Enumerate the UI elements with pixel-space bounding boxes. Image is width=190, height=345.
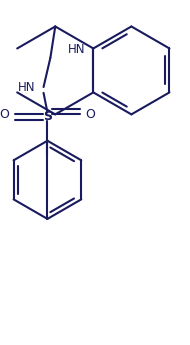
- Text: S: S: [43, 110, 52, 123]
- Text: HN: HN: [68, 43, 86, 56]
- Text: O: O: [86, 108, 95, 121]
- Text: O: O: [0, 108, 10, 121]
- Text: HN: HN: [18, 80, 36, 93]
